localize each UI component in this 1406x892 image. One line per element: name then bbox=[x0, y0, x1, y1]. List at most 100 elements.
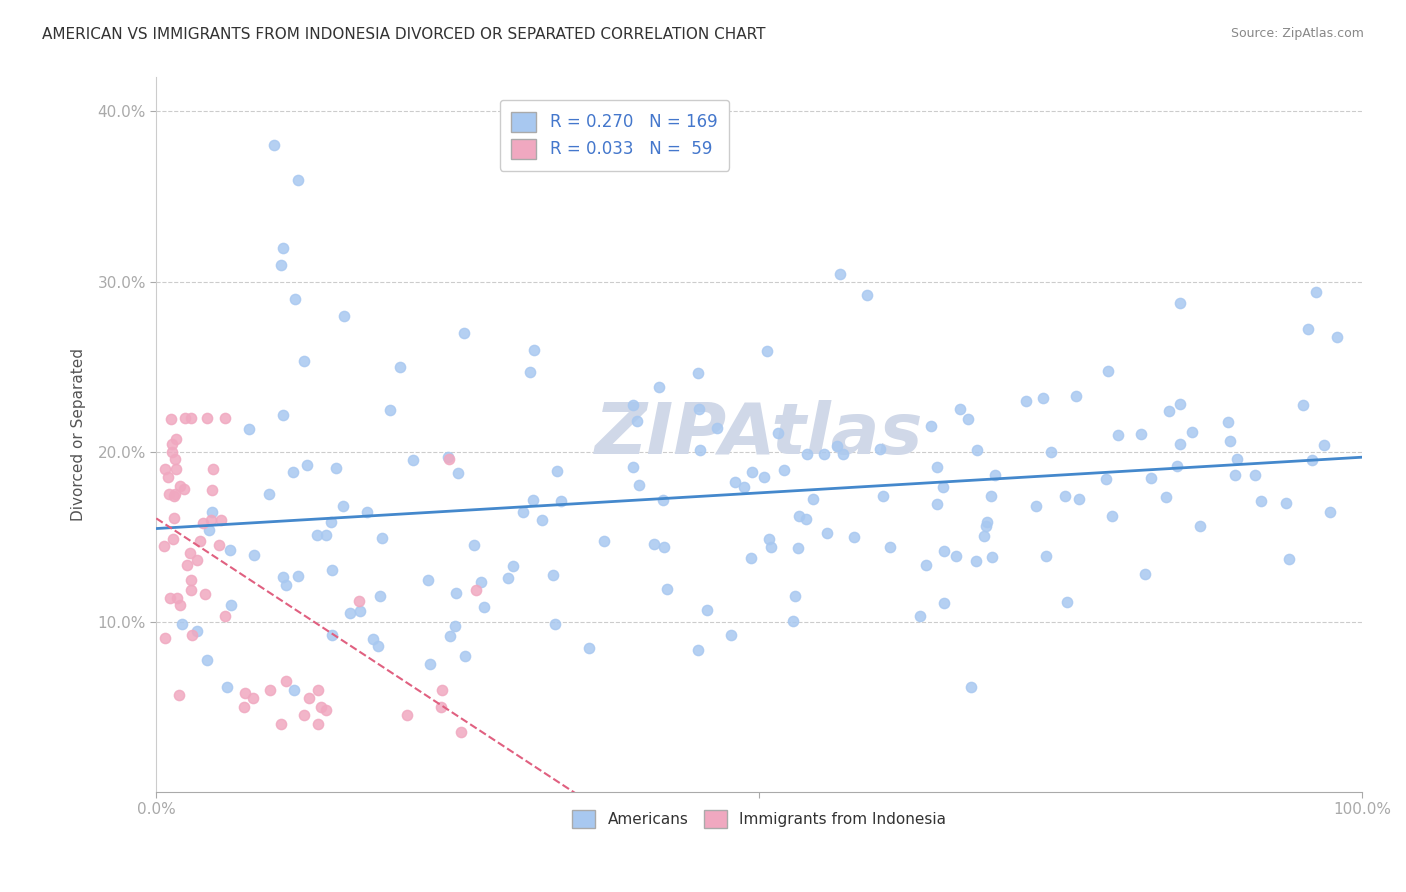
Point bbox=[879, 541, 901, 555]
Point bbox=[170, 617, 193, 632]
Point bbox=[740, 550, 762, 565]
Point bbox=[1053, 489, 1076, 503]
Point bbox=[165, 452, 187, 467]
Point bbox=[165, 432, 187, 446]
Point bbox=[1250, 494, 1272, 508]
Point bbox=[307, 717, 329, 731]
Point bbox=[463, 538, 485, 552]
Point bbox=[169, 479, 191, 493]
Point bbox=[782, 614, 804, 628]
Point bbox=[173, 483, 195, 497]
Point bbox=[1170, 397, 1192, 411]
Point bbox=[724, 475, 747, 489]
Point bbox=[166, 591, 188, 605]
Point bbox=[932, 480, 955, 494]
Point bbox=[689, 442, 711, 457]
Point bbox=[181, 628, 204, 642]
Text: ZIPAtlas: ZIPAtlas bbox=[595, 401, 924, 469]
Point bbox=[430, 699, 453, 714]
Point bbox=[271, 408, 294, 422]
Point bbox=[356, 505, 378, 519]
Point bbox=[1157, 403, 1180, 417]
Point bbox=[416, 573, 439, 587]
Point bbox=[696, 602, 718, 616]
Point bbox=[444, 619, 467, 633]
Point bbox=[297, 458, 319, 473]
Point bbox=[180, 574, 202, 588]
Point bbox=[1094, 472, 1116, 486]
Point bbox=[162, 532, 184, 546]
Point bbox=[1225, 467, 1247, 482]
Point bbox=[766, 425, 789, 440]
Point bbox=[271, 570, 294, 584]
Point bbox=[1101, 509, 1123, 524]
Point bbox=[217, 680, 239, 694]
Point bbox=[1130, 427, 1153, 442]
Point bbox=[655, 582, 678, 596]
Point bbox=[1278, 552, 1301, 566]
Point bbox=[546, 464, 568, 478]
Point bbox=[759, 540, 782, 554]
Point bbox=[956, 411, 979, 425]
Point bbox=[1097, 364, 1119, 378]
Point bbox=[332, 499, 354, 513]
Point bbox=[188, 533, 211, 548]
Point bbox=[319, 515, 342, 529]
Point bbox=[444, 586, 467, 600]
Point bbox=[593, 534, 616, 549]
Point bbox=[281, 466, 304, 480]
Point bbox=[163, 487, 186, 501]
Point bbox=[472, 599, 495, 614]
Point bbox=[855, 288, 877, 302]
Point bbox=[195, 410, 218, 425]
Point bbox=[157, 487, 180, 501]
Point bbox=[825, 439, 848, 453]
Point bbox=[801, 492, 824, 507]
Point bbox=[368, 589, 391, 603]
Point bbox=[276, 578, 298, 592]
Point bbox=[949, 401, 972, 416]
Y-axis label: Divorced or Separated: Divorced or Separated bbox=[72, 348, 86, 521]
Point bbox=[315, 528, 337, 542]
Point bbox=[214, 609, 236, 624]
Point bbox=[720, 628, 742, 642]
Point bbox=[465, 583, 488, 598]
Text: AMERICAN VS IMMIGRANTS FROM INDONESIA DIVORCED OR SEPARATED CORRELATION CHART: AMERICAN VS IMMIGRANTS FROM INDONESIA DI… bbox=[42, 27, 766, 42]
Point bbox=[402, 452, 425, 467]
Point bbox=[830, 267, 852, 281]
Point bbox=[153, 461, 176, 475]
Point bbox=[221, 598, 243, 612]
Point bbox=[209, 513, 232, 527]
Point bbox=[287, 172, 309, 186]
Point bbox=[1168, 296, 1191, 310]
Point bbox=[1312, 438, 1334, 452]
Point bbox=[160, 444, 183, 458]
Point bbox=[396, 708, 419, 723]
Point bbox=[160, 412, 183, 426]
Point bbox=[959, 680, 981, 694]
Point bbox=[176, 558, 198, 572]
Point bbox=[307, 682, 329, 697]
Point bbox=[1154, 490, 1177, 504]
Point bbox=[263, 138, 285, 153]
Point bbox=[163, 510, 186, 524]
Point bbox=[292, 708, 315, 723]
Point bbox=[180, 410, 202, 425]
Point bbox=[283, 682, 305, 697]
Point bbox=[915, 558, 938, 572]
Point bbox=[628, 477, 651, 491]
Point bbox=[1296, 321, 1319, 335]
Point bbox=[550, 494, 572, 508]
Point bbox=[1032, 391, 1054, 405]
Point bbox=[202, 462, 225, 476]
Point bbox=[733, 480, 755, 494]
Point bbox=[287, 569, 309, 583]
Point bbox=[193, 516, 215, 530]
Point bbox=[201, 483, 224, 497]
Point bbox=[208, 538, 231, 552]
Point bbox=[1188, 519, 1211, 533]
Point bbox=[284, 292, 307, 306]
Point bbox=[173, 410, 195, 425]
Point bbox=[1140, 471, 1163, 485]
Point bbox=[430, 682, 453, 697]
